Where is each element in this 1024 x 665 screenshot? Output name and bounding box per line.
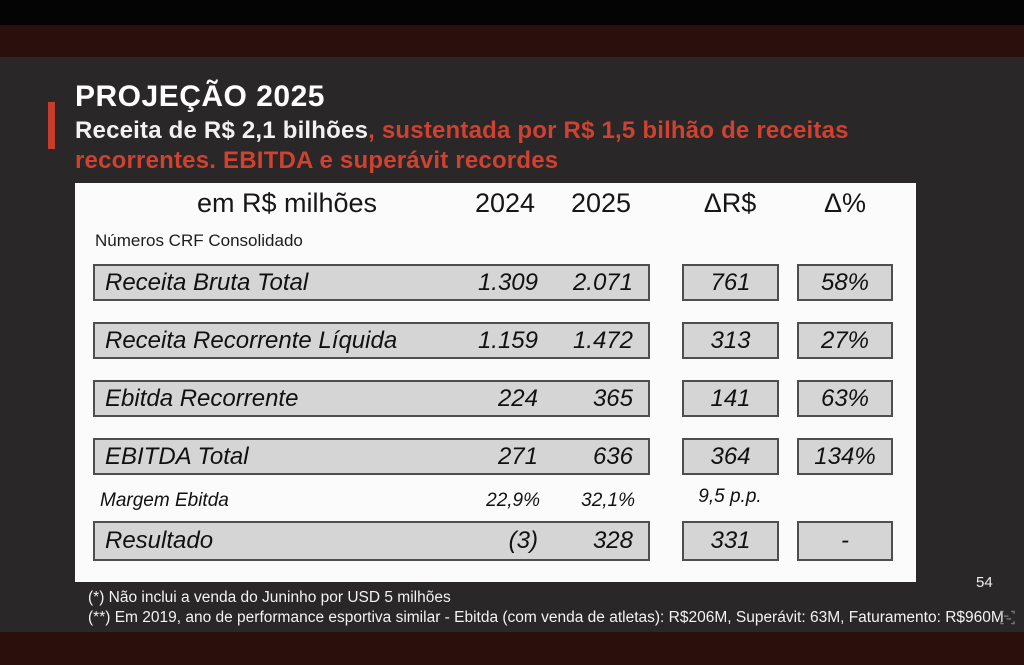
subtitle-red-part-line2: recorrentes. EBITDA e superávit recordes [75, 147, 559, 174]
row-value-2024: 22,9% [486, 490, 540, 511]
table-row-receita-bruta: Receita Bruta Total 1.309 2.071 761 58% [75, 264, 916, 301]
table-row-receita-recorrente: Receita Recorrente Líquida 1.159 1.472 3… [75, 322, 916, 359]
row-value-2024: 1.309 [477, 268, 538, 296]
row-value-2025: 636 [592, 442, 633, 470]
row-label: EBITDA Total [105, 442, 249, 470]
row-delta-box: 364 [682, 438, 779, 475]
row-delta-value: 761 [710, 268, 751, 296]
row-value-2025: 32,1% [581, 490, 635, 511]
row-value-2025: 1.472 [572, 326, 633, 354]
table-subheader: Números CRF Consolidado [95, 231, 303, 250]
row-pct-box: 58% [797, 264, 893, 301]
row-pct-value: 134% [814, 442, 876, 470]
footnote-1: (*) Não inclui a venda do Juninho por US… [88, 589, 451, 606]
row-delta-value: 364 [710, 442, 751, 470]
row-main-box: Ebitda Recorrente 224 365 [93, 380, 650, 417]
row-label: Receita Bruta Total [105, 268, 309, 296]
row-value-2024: 1.159 [477, 326, 538, 354]
column-header-unit: em R$ milhões [196, 188, 378, 218]
row-delta-box: 331 [682, 521, 779, 561]
row-delta-box: 141 [682, 380, 779, 417]
row-value-2024: 271 [497, 442, 538, 470]
row-delta-value: 141 [710, 384, 751, 412]
table-row-resultado: Resultado (3) 328 331 - [75, 521, 916, 561]
table-row-ebitda-recorrente: Ebitda Recorrente 224 365 141 63% [75, 380, 916, 417]
row-label: Ebitda Recorrente [105, 384, 299, 412]
row-delta-value: 9,5 p.p. [698, 486, 762, 507]
row-value-2024: (3) [508, 527, 538, 554]
row-label: Resultado [105, 527, 214, 554]
row-label: Margem Ebitda [100, 490, 229, 511]
row-delta-box: 761 [682, 264, 779, 301]
row-pct-box: 134% [797, 438, 893, 475]
subtitle: Receita de R$ 2,1 bilhões, sustentada po… [75, 116, 975, 176]
row-pct-value: 58% [820, 268, 870, 296]
column-header-delta-rs: ΔR$ [703, 188, 757, 218]
page-number: 54 [976, 574, 993, 591]
row-label: Receita Recorrente Líquida [105, 326, 398, 354]
row-delta-value: 331 [710, 527, 751, 554]
row-main-box: EBITDA Total 271 636 [93, 438, 650, 475]
column-header-2024: 2024 [474, 188, 536, 218]
table-row-margem-ebitda: Margem Ebitda 22,9% 32,1% 9,5 p.p. [75, 486, 916, 512]
row-value-2025: 328 [592, 527, 633, 554]
row-value-2024: 224 [497, 384, 538, 412]
subtitle-white-part: Receita de R$ 2,1 bilhões [75, 117, 369, 144]
row-value-2025: 2.071 [572, 268, 633, 296]
footnote-2: (**) Em 2019, ano de performance esporti… [88, 609, 1004, 626]
row-delta-box: 313 [682, 322, 779, 359]
row-main-box: Resultado (3) 328 [93, 521, 650, 561]
title-accent-bar [48, 102, 55, 149]
row-pct-value: 27% [820, 326, 870, 354]
financial-table: em R$ milhões 2024 2025 ΔR$ Δ% Números C… [75, 183, 916, 582]
page-title: PROJEÇÃO 2025 [75, 80, 325, 113]
top-maroon-band [0, 25, 1024, 57]
bottom-maroon-band [0, 632, 1024, 665]
row-pct-box: 27% [797, 322, 893, 359]
row-pct-value: 63% [820, 384, 870, 412]
row-value-2025: 365 [592, 384, 633, 412]
top-black-strip [0, 0, 1024, 25]
column-header-delta-pct: Δ% [823, 188, 867, 218]
column-header-2025: 2025 [570, 188, 632, 218]
row-main-box: Receita Recorrente Líquida 1.159 1.472 [93, 322, 650, 359]
row-pct-box: 63% [797, 380, 893, 417]
row-pct-value: - [841, 527, 849, 554]
capture-overlay-icon[interactable] [1000, 610, 1015, 625]
row-pct-box: - [797, 521, 893, 561]
subtitle-red-part-line1: , sustentada por R$ 1,5 bilhão de receit… [368, 117, 849, 144]
row-main-box: Receita Bruta Total 1.309 2.071 [93, 264, 650, 301]
table-row-ebitda-total: EBITDA Total 271 636 364 134% [75, 438, 916, 475]
row-delta-value: 313 [710, 326, 751, 354]
